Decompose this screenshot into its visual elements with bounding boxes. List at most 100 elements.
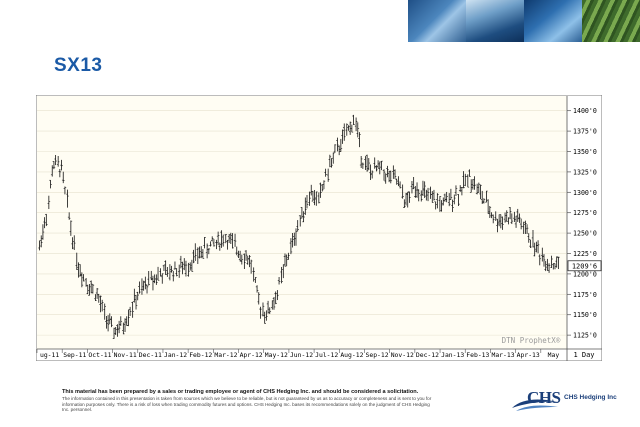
price-bar: [215, 239, 218, 250]
price-bar: [392, 165, 395, 179]
price-bar: [378, 161, 382, 175]
price-bar: [505, 210, 509, 222]
price-bar: [199, 246, 203, 259]
price-bar: [147, 271, 151, 286]
price-bar: [305, 194, 309, 209]
price-bar: [110, 316, 113, 328]
price-bar: [395, 178, 399, 185]
price-bar: [240, 254, 244, 265]
price-bar: [133, 288, 136, 303]
price-bar: [544, 261, 547, 272]
price-bar: [350, 124, 354, 133]
price-bar: [408, 191, 411, 203]
price-bar: [354, 117, 358, 132]
price-bar: [246, 255, 250, 265]
price-bar: [557, 256, 560, 270]
price-bar: [151, 275, 155, 291]
price-bar: [80, 272, 84, 288]
price-bar: [84, 277, 88, 287]
price-bar: [421, 180, 425, 197]
price-bar: [398, 181, 402, 189]
price-bar: [514, 215, 518, 228]
disclaimer: This material has been prepared by a sal…: [62, 389, 432, 413]
price-bar: [182, 258, 186, 271]
chart-watermark: DTN ProphetX®: [502, 336, 561, 345]
plot-area: [37, 96, 567, 349]
price-bar: [261, 302, 265, 317]
price-bar: [365, 154, 369, 172]
price-bar: [149, 270, 153, 281]
x-tick-label: Jul-12: [315, 351, 338, 359]
x-tick-label: Apr-12: [240, 351, 263, 359]
price-bar: [103, 303, 107, 320]
x-tick-label: Jan-13: [441, 351, 464, 359]
price-bar: [345, 123, 349, 136]
x-tick-label: Apr-13: [517, 351, 540, 359]
price-bar: [66, 189, 69, 208]
price-bar: [326, 168, 330, 182]
x-tick-label: Nov-12: [391, 351, 414, 359]
x-tick-label: Feb-12: [189, 351, 212, 359]
price-bar: [414, 186, 417, 198]
price-bar: [404, 192, 408, 206]
price-bar: [257, 292, 261, 305]
y-tick-label: 1375'0: [573, 128, 597, 136]
price-bar: [89, 280, 93, 294]
y-tick-label: 1300'0: [573, 189, 597, 197]
price-bar: [438, 196, 442, 212]
x-tick-label: Jan-12: [164, 351, 187, 359]
price-bar: [508, 206, 512, 220]
price-bar: [369, 164, 372, 180]
price-bar: [367, 158, 371, 170]
price-bar: [412, 176, 415, 190]
price-bar: [522, 221, 525, 234]
x-tick-label: May-12: [265, 351, 288, 359]
price-bar: [356, 122, 360, 138]
y-tick-label: 1125'0: [573, 332, 597, 340]
price-bar: [460, 186, 464, 196]
price-bar: [499, 214, 503, 229]
price-bar: [370, 170, 374, 179]
price-bar: [274, 291, 277, 305]
price-bar: [268, 307, 272, 314]
price-bar: [56, 155, 60, 167]
price-bar: [410, 180, 414, 194]
price-bar: [140, 278, 144, 295]
price-bar: [524, 220, 527, 234]
price-bar: [445, 191, 448, 203]
disclaimer-body: The information contained in this presen…: [62, 396, 432, 413]
price-bar: [389, 170, 393, 184]
price-bars: [38, 114, 560, 339]
price-bar: [263, 311, 266, 324]
price-bar: [434, 201, 437, 210]
price-bar: [220, 230, 223, 248]
price-bar: [238, 250, 242, 262]
price-bar: [330, 158, 333, 168]
price-bar: [488, 205, 492, 218]
price-bar: [58, 168, 62, 178]
price-bar: [39, 235, 43, 248]
price-bar: [336, 137, 339, 152]
price-bar: [177, 264, 181, 278]
price-bar: [249, 259, 253, 274]
price-bar: [209, 241, 212, 247]
price-bar: [300, 207, 304, 219]
price-bar: [423, 181, 426, 198]
price-bar: [309, 184, 313, 196]
x-tick-label: Jun-12: [290, 351, 313, 359]
price-bar: [289, 238, 293, 255]
price-bar: [373, 157, 377, 169]
price-bar: [60, 159, 63, 171]
price-bar: [507, 217, 510, 225]
price-bar: [348, 121, 352, 135]
price-bar: [479, 184, 482, 200]
price-bar: [224, 234, 228, 244]
price-bar: [243, 253, 246, 269]
price-bar: [119, 316, 123, 326]
price-bar: [283, 253, 287, 267]
price-bar: [210, 236, 214, 242]
banner-image-2: [466, 0, 524, 42]
price-bar: [328, 154, 332, 168]
y-axis-ticks: 1400'0 1375'0 1350'0 1325'0 1300'0 1275'0 1250…: [567, 107, 597, 340]
price-bar: [259, 306, 262, 319]
